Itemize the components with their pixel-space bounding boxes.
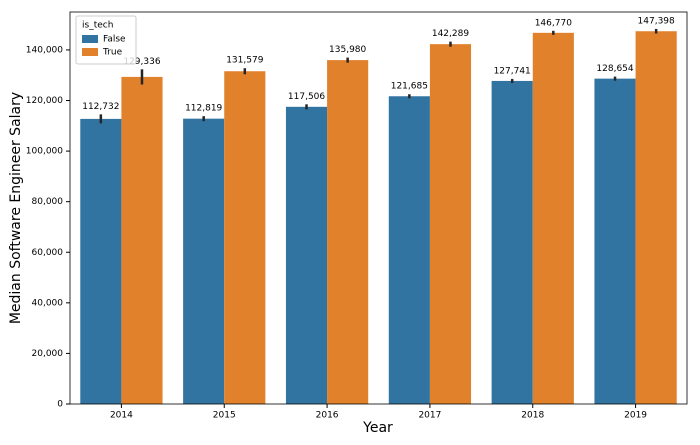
- x-axis-title: Year: [362, 420, 393, 436]
- data-label: 142,289: [432, 29, 469, 39]
- plot-frame: [69, 11, 688, 405]
- y-tick-label: 0: [57, 400, 63, 410]
- bar: [327, 60, 369, 404]
- data-label: 127,741: [494, 66, 531, 76]
- data-label: 146,770: [535, 18, 572, 28]
- legend-label: True: [102, 48, 123, 58]
- x-tick-label: 2016: [316, 411, 339, 421]
- y-tick-label: 20,000: [32, 349, 64, 359]
- data-label: 147,398: [638, 16, 675, 26]
- legend-label: False: [103, 35, 126, 45]
- y-tick-label: 140,000: [26, 45, 63, 55]
- x-tick-label: 2018: [521, 411, 544, 421]
- data-label: 112,732: [82, 102, 119, 112]
- y-tick-label: 100,000: [26, 147, 63, 157]
- y-tick-label: 120,000: [26, 96, 63, 106]
- data-label: 131,579: [226, 56, 263, 66]
- data-label: 117,506: [288, 92, 325, 102]
- y-axis-title: Median Software Engineer Salary: [8, 92, 24, 324]
- bar: [429, 44, 472, 404]
- bar: [491, 80, 533, 404]
- data-label: 121,685: [391, 82, 428, 92]
- bar: [532, 32, 574, 404]
- y-tick-label: 80,000: [32, 197, 64, 207]
- legend-title: is_tech: [82, 21, 113, 31]
- bar: [224, 71, 266, 404]
- y-tick-label: 60,000: [32, 248, 64, 258]
- legend-swatch: [82, 48, 98, 56]
- x-tick-label: 2017: [418, 411, 441, 421]
- bar: [635, 31, 677, 404]
- data-label: 129,336: [123, 57, 160, 67]
- x-tick-label: 2015: [213, 411, 236, 421]
- legend-swatch: [82, 35, 98, 43]
- bar: [594, 78, 636, 404]
- bar: [121, 76, 163, 404]
- x-tick-label: 2019: [624, 411, 647, 421]
- data-label: 128,654: [596, 64, 633, 74]
- bar: [80, 118, 122, 405]
- bar: [388, 96, 430, 405]
- data-label: 135,980: [329, 45, 366, 55]
- y-tick-label: 40,000: [32, 298, 64, 308]
- data-label: 112,819: [185, 104, 222, 114]
- bar: [285, 106, 328, 404]
- legend: is_tech False True: [75, 15, 137, 65]
- x-tick-label: 2014: [110, 411, 133, 421]
- bar: [183, 118, 225, 404]
